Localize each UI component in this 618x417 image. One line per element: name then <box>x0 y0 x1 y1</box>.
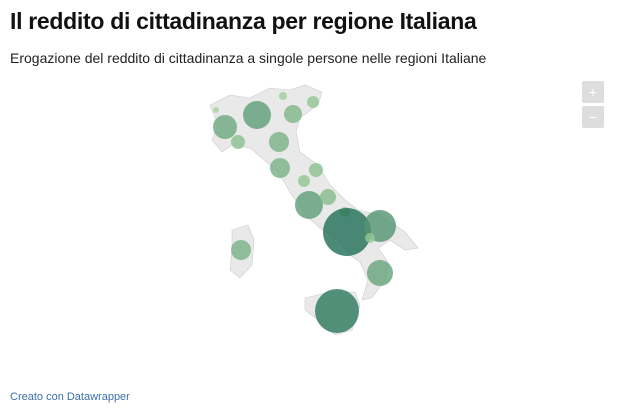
zoom-out[interactable]: − <box>582 106 604 128</box>
bubble <box>298 175 310 187</box>
bubble <box>243 101 271 129</box>
bubble <box>213 107 219 113</box>
bubble <box>284 105 302 123</box>
bubble <box>309 163 323 177</box>
bubble <box>270 158 290 178</box>
bubble <box>213 115 237 139</box>
title: Il reddito di cittadinanza per regione I… <box>10 8 477 34</box>
bubble <box>320 189 336 205</box>
bubble <box>323 208 371 256</box>
credit: Creato con Datawrapper <box>10 391 130 403</box>
bubble <box>279 92 287 100</box>
bubbles <box>213 92 396 333</box>
bubble <box>231 240 251 260</box>
subtitle: Erogazione del reddito di cittadinanza a… <box>10 50 487 66</box>
bubble <box>315 289 359 333</box>
bubble <box>307 96 319 108</box>
zoom-in[interactable]: + <box>582 81 604 103</box>
bubble <box>269 132 289 152</box>
bubble <box>231 135 245 149</box>
bubble <box>367 260 393 286</box>
bubble <box>365 233 375 243</box>
bubble <box>295 191 323 219</box>
